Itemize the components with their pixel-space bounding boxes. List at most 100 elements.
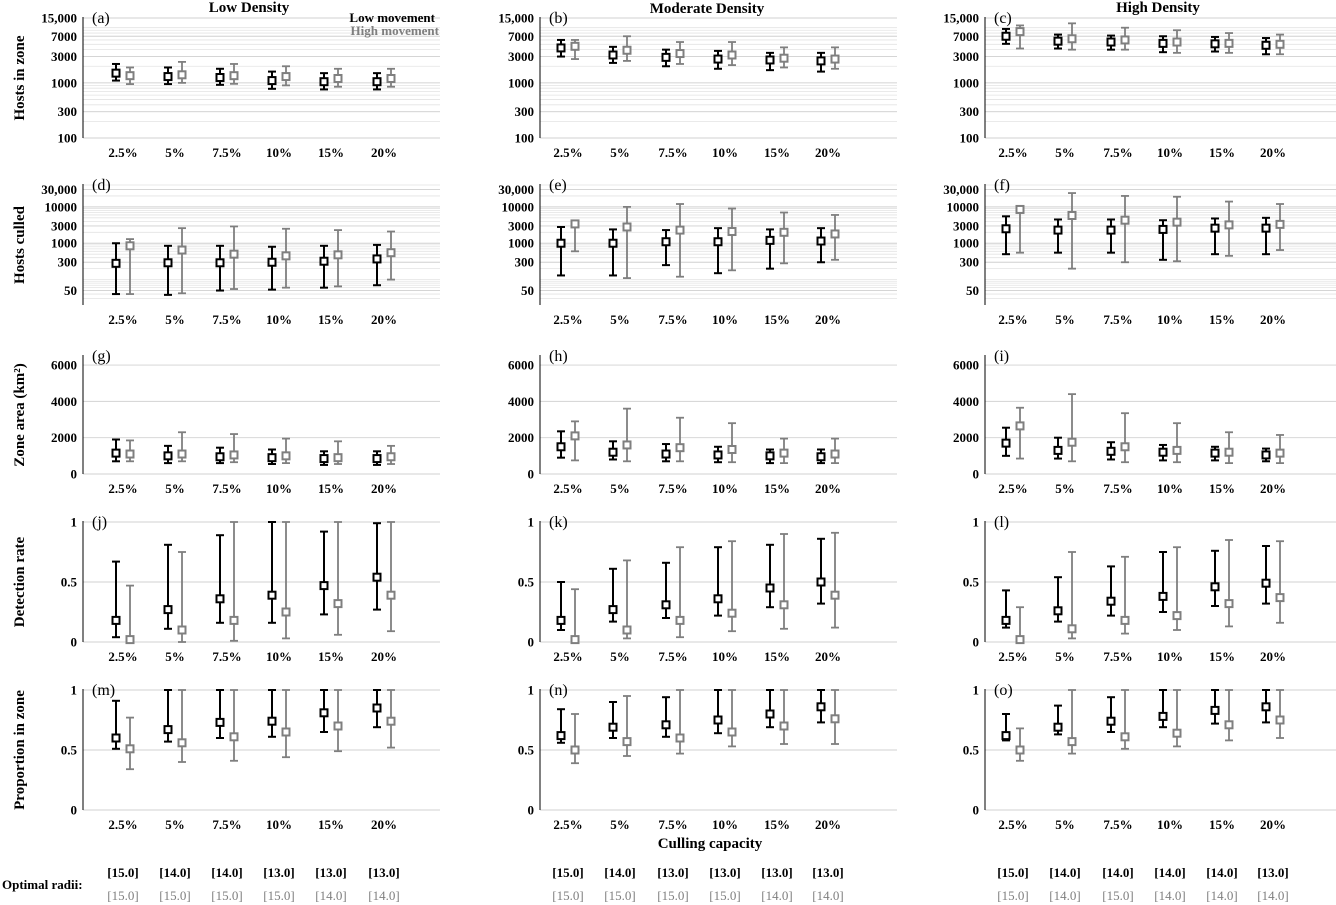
median-marker [267, 453, 277, 463]
x-tick-label: 10% [266, 145, 292, 160]
x-tick-label: 15% [1209, 649, 1235, 664]
y-tick-label: 2000 [953, 430, 979, 445]
median-marker [608, 722, 618, 732]
panel-label: (m) [92, 682, 115, 699]
median-marker [386, 716, 396, 726]
y-tick-label: 0.5 [61, 575, 78, 590]
optimal-radius-low-movement: [13.0] [812, 865, 843, 880]
x-tick-label: 7.5% [212, 817, 241, 832]
median-marker [333, 599, 343, 609]
median-marker [830, 229, 840, 239]
median-marker [1275, 219, 1285, 229]
panel-label: (b) [549, 10, 568, 27]
median-marker [1158, 38, 1168, 48]
median-marker [111, 258, 121, 268]
y-tick-label: 1000 [51, 236, 77, 251]
median-marker [333, 721, 343, 731]
optimal-radius-high-movement: [15.0] [604, 888, 635, 903]
median-marker [661, 720, 671, 730]
y-tick-label: 3000 [508, 49, 534, 64]
y-tick-label: 100 [58, 131, 78, 146]
median-marker [727, 227, 737, 237]
median-marker [1053, 445, 1063, 455]
median-marker [1210, 39, 1220, 49]
y-tick-label: 0.5 [518, 743, 535, 758]
median-marker [1210, 582, 1220, 592]
x-tick-label: 10% [266, 817, 292, 832]
optimal-radius-low-movement: [13.0] [368, 865, 399, 880]
median-marker [281, 727, 291, 737]
y-tick-label: 7000 [953, 29, 979, 44]
median-marker [1120, 442, 1130, 452]
x-tick-label: 15% [318, 312, 344, 327]
median-marker [1210, 705, 1220, 715]
x-tick-label: 7.5% [1103, 481, 1132, 496]
optimal-radius-low-movement: [13.0] [657, 865, 688, 880]
median-marker [372, 254, 382, 264]
median-marker [1275, 593, 1285, 603]
median-marker [622, 625, 632, 635]
median-marker [177, 625, 187, 635]
panel-j: 0 0.5 1 2.5% 5% 7.5% 10% 15% 20% (j) Detection rat… [12, 514, 440, 664]
x-tick-label: 20% [371, 145, 397, 160]
y-tick-label: 15,000 [498, 11, 534, 26]
median-marker [622, 440, 632, 450]
panel-label: (h) [549, 348, 568, 365]
optimal-radius-low-movement: [14.0] [1154, 865, 1185, 880]
median-marker [556, 43, 566, 53]
optimal-radius-high-movement: [15.0] [997, 888, 1028, 903]
x-tick-label: 5% [1055, 649, 1075, 664]
median-marker [215, 594, 225, 604]
y-tick-label: 1000 [508, 75, 534, 90]
x-tick-label: 2.5% [108, 145, 137, 160]
y-tick-label: 10000 [502, 199, 535, 214]
median-marker [111, 615, 121, 625]
panel-label: (i) [994, 348, 1009, 365]
median-marker [1120, 215, 1130, 225]
panel-o: 0 0.5 1 2.5% 5% 7.5% 10% 15% 20% (o) [963, 682, 1336, 832]
median-marker [713, 237, 723, 247]
panel-label: (k) [549, 514, 568, 531]
y-tick-label: 0 [528, 635, 535, 650]
optimal-radius-high-movement: [15.0] [552, 888, 583, 903]
optimal-radius-low-movement: [14.0] [1102, 865, 1133, 880]
x-tick-label: 15% [764, 649, 790, 664]
y-tick-label: 30,000 [498, 182, 534, 197]
y-tick-label: 0.5 [518, 575, 535, 590]
median-marker [333, 453, 343, 463]
y-tick-label: 300 [960, 255, 980, 270]
optimal-radius-low-movement: [14.0] [1206, 865, 1237, 880]
x-tick-label: 20% [371, 817, 397, 832]
y-tick-label: 0.5 [61, 743, 78, 758]
y-tick-label: 6000 [508, 358, 534, 373]
median-marker [1001, 438, 1011, 448]
median-marker [727, 444, 737, 454]
x-tick-label: 10% [1157, 145, 1183, 160]
panel-i: 0 2000 4000 6000 2.5% 5% 7.5% 10% 15% 20% (i) [953, 348, 1336, 496]
y-tick-label: 100 [960, 131, 980, 146]
median-marker [372, 572, 382, 582]
median-marker [713, 54, 723, 64]
median-marker [570, 219, 580, 229]
optimal-radius-low-movement: [15.0] [552, 865, 583, 880]
median-marker [229, 450, 239, 460]
column-title-high-density: High Density [1116, 0, 1200, 16]
x-tick-label: 10% [712, 481, 738, 496]
median-marker [229, 732, 239, 742]
median-marker [1015, 204, 1025, 214]
median-marker [765, 709, 775, 719]
median-marker [1158, 224, 1168, 234]
y-tick-label: 7000 [508, 29, 534, 44]
x-tick-label: 20% [1260, 649, 1286, 664]
optimal-radius-low-movement: [13.0] [315, 865, 346, 880]
median-marker [622, 222, 632, 232]
y-tick-label: 3000 [508, 218, 534, 233]
median-marker [1120, 35, 1130, 45]
median-marker [713, 594, 723, 604]
median-marker [267, 257, 277, 267]
x-tick-label: 7.5% [658, 312, 687, 327]
optimal-radius-low-movement: [13.0] [709, 865, 740, 880]
x-tick-label: 2.5% [998, 312, 1027, 327]
y-tick-label: 2000 [508, 430, 534, 445]
